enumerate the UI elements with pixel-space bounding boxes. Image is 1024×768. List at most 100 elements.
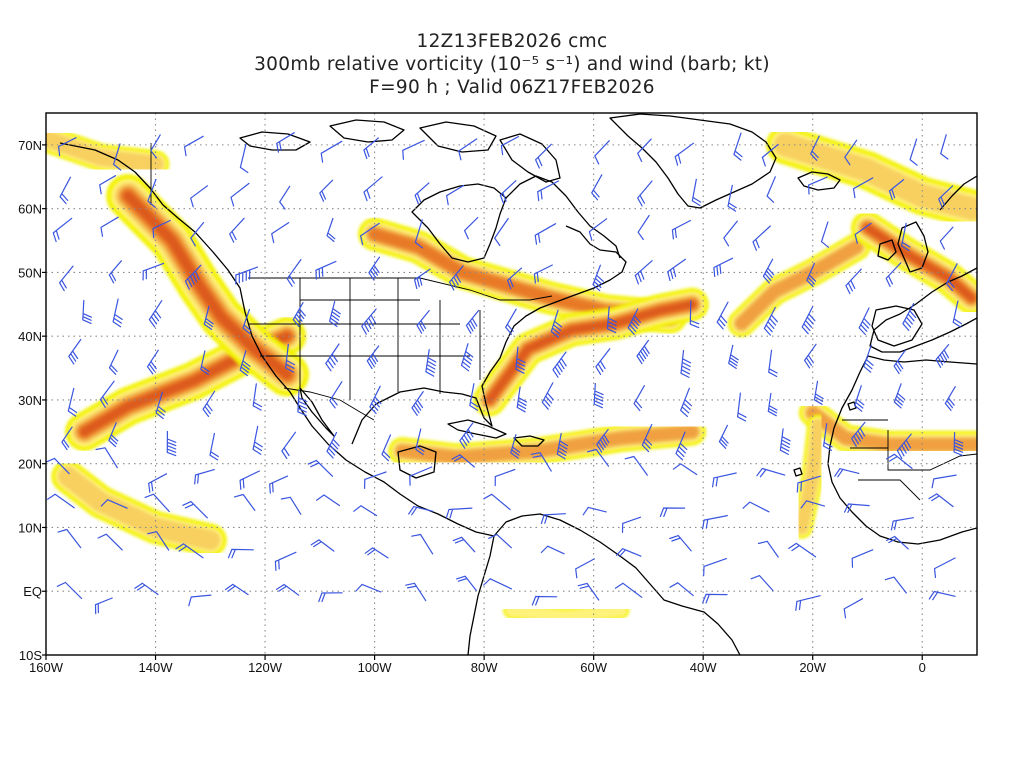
wind-barb — [940, 134, 949, 160]
wind-barb — [763, 306, 778, 336]
wind-barb — [182, 501, 208, 519]
coastline-hudson-bay — [411, 183, 507, 263]
wind-barb — [82, 299, 92, 324]
wind-barb — [863, 344, 874, 373]
wind-barb — [166, 430, 177, 457]
wind-barb — [591, 174, 603, 201]
wind-barb — [834, 468, 860, 478]
wind-barb — [931, 474, 957, 489]
wind-barb — [112, 298, 123, 328]
wind-barb — [190, 222, 205, 247]
wind-barb — [405, 582, 427, 602]
wind-barb — [885, 262, 902, 288]
wind-barb — [691, 178, 702, 207]
wind-barb — [592, 264, 604, 292]
wind-barb — [184, 264, 202, 290]
wind-barb — [325, 343, 340, 372]
wind-barb — [854, 385, 865, 412]
chart-titles: 12Z13FEB2026 cmc 300mb relative vorticit… — [0, 30, 1024, 99]
wind-barb — [52, 217, 73, 243]
wind-barb — [494, 468, 516, 487]
wind-barb — [888, 179, 905, 201]
wind-barb — [795, 595, 821, 611]
coastline-arctic-3 — [419, 121, 497, 153]
wind-barb — [953, 432, 964, 456]
wind-barb — [184, 135, 204, 157]
wind-barb — [363, 176, 383, 202]
wind-barb — [813, 380, 824, 405]
wind-barb — [552, 351, 567, 378]
wind-barb — [329, 381, 343, 409]
wind-barb — [58, 137, 77, 157]
wind-barb — [890, 517, 914, 531]
wind-barb — [823, 423, 833, 451]
wind-barb — [767, 392, 778, 417]
wind-barb — [596, 428, 610, 453]
wind-barb — [633, 385, 645, 412]
wind-barb — [752, 225, 771, 251]
wind-barb — [716, 301, 729, 330]
wind-barb — [507, 267, 523, 290]
lon-label-100W: 100W — [358, 660, 393, 675]
wind-barb — [627, 308, 641, 335]
vorticity-band-subtropical-band-pacific-level-2 — [58, 466, 221, 551]
coastline-iberia — [871, 305, 923, 347]
wind-barb — [360, 222, 380, 246]
wind-barb — [61, 426, 73, 451]
border-africa-2 — [842, 419, 921, 501]
wind-barb — [800, 500, 825, 509]
wind-barb — [499, 180, 517, 205]
wind-barb — [779, 428, 791, 455]
wind-barb — [808, 176, 828, 195]
wind-barb — [108, 349, 119, 375]
wind-barb — [804, 343, 817, 369]
wind-barb — [593, 383, 604, 409]
wind-barb — [820, 221, 830, 248]
wind-barb — [155, 391, 166, 420]
wind-barb — [614, 582, 643, 598]
lon-label-120W: 120W — [248, 660, 283, 675]
wind-barb — [634, 260, 653, 285]
wind-barb — [854, 222, 872, 244]
wind-barb — [540, 513, 566, 524]
wind-barb — [606, 306, 617, 334]
wind-barb — [95, 447, 118, 469]
wind-barb — [488, 533, 512, 549]
wind-barb — [537, 180, 560, 202]
wind-barb — [637, 180, 653, 207]
wind-barb — [933, 557, 956, 579]
wind-barb — [469, 383, 479, 411]
wind-barb — [326, 431, 340, 459]
wind-barb — [364, 471, 387, 489]
wind-barb — [703, 558, 727, 576]
wind-barb — [788, 542, 817, 558]
wind-barb — [702, 515, 728, 530]
wind-barb — [901, 222, 911, 252]
lon-label-140W: 140W — [139, 660, 174, 675]
wind-barb — [768, 349, 778, 378]
wind-barb — [762, 258, 775, 284]
coastline-yucatan — [397, 445, 437, 479]
wind-barb — [369, 385, 382, 415]
wind-barb — [194, 469, 215, 485]
wind-barb — [464, 216, 479, 240]
wind-barb — [47, 493, 75, 509]
wind-barb — [689, 300, 700, 329]
wind-barb — [414, 182, 430, 205]
wind-barb — [456, 575, 477, 592]
wind-barb — [239, 143, 249, 174]
wind-barb — [200, 350, 210, 375]
plot-frame — [45, 112, 978, 656]
wind-barb — [851, 421, 866, 447]
wind-barb — [316, 494, 340, 507]
wind-barb — [582, 506, 607, 516]
wind-barb — [896, 433, 912, 459]
vorticity-band-equatorial-patches-level-1 — [505, 604, 628, 624]
coastline-europe — [869, 267, 977, 353]
wind-barb — [534, 223, 557, 245]
wind-barb — [285, 343, 296, 373]
wind-barb — [723, 220, 738, 247]
wind-barb — [844, 139, 858, 166]
wind-barb — [59, 265, 74, 292]
